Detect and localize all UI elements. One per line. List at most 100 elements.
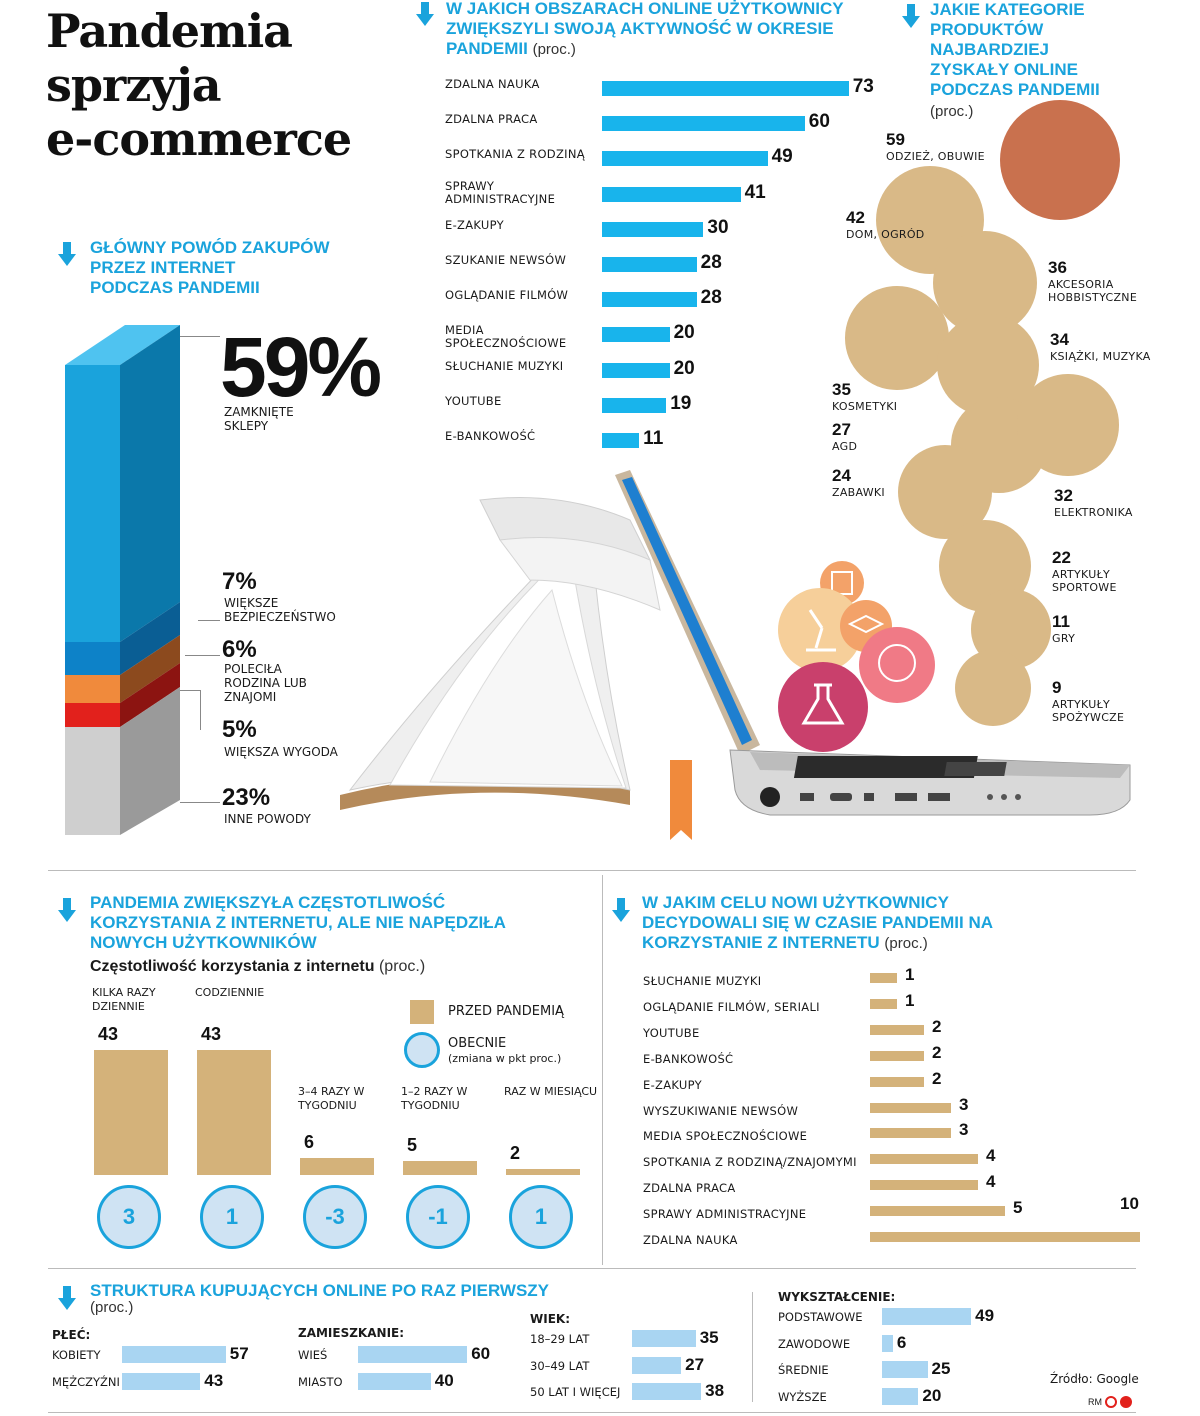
structure-bar (358, 1372, 431, 1390)
categories-bubble-chart: 59 ODZIEŻ, OBUWIE 42 DOM, OGRÓD 36 AKCESORIA … (832, 100, 1151, 727)
legend-before-label: PRZED PANDEMIĄ (448, 1004, 564, 1019)
activity-value-label: 28 (700, 252, 722, 273)
structure-heading: STRUKTURA KUPUJĄCYCH ONLINE PO RAZ PIERW… (90, 1281, 550, 1300)
structure-bar (882, 1308, 972, 1325)
purpose-value-label: 4 (986, 1172, 996, 1192)
frequency-before-value: 6 (304, 1131, 315, 1152)
category-value-label: 32 (1054, 486, 1073, 505)
activity-value-label: 20 (673, 357, 695, 379)
frequency-category-label: CODZIENNIE (195, 986, 265, 1000)
frequency-heading: PANDEMIA ZWIĘKSZYŁA CZĘSTOTLIWOŚĆ KORZYS… (90, 893, 506, 952)
structure-value-label: 6 (896, 1332, 907, 1352)
frequency-category-label: 3–4 RAZY W TYGODNIU (298, 1085, 365, 1112)
purpose-value-label: 2 (932, 1042, 942, 1062)
category-name-label: KSIĄŻKI, MUZYKA (1050, 350, 1151, 363)
purpose-value-label: 1 (905, 965, 915, 984)
segment-closed-shops (65, 365, 120, 642)
purpose-category-label: E-BANKOWOŚĆ (643, 1051, 734, 1066)
structure-value-label: 20 (922, 1385, 942, 1405)
purpose-bar (870, 1128, 951, 1139)
purpose-bar (870, 973, 897, 983)
activity-value-label: 60 (808, 111, 830, 133)
frequency-change-ring: -1 (406, 1185, 470, 1249)
arrow-down-icon (58, 1286, 76, 1310)
structure-bar (882, 1334, 893, 1352)
categories-heading: JAKIE KATEGORIE PRODUKTÓW NAJBARDZIEJ ZY… (930, 0, 1100, 120)
segment-convenience (65, 703, 120, 727)
purpose-bar (870, 1076, 924, 1087)
activity-bar (602, 362, 670, 378)
purpose-heading: W JAKIM CELU NOWI UŻYTKOWNICY DECYDOWALI… (642, 893, 993, 952)
frequency-category-label: 1–2 RAZY W TYGODNIU (401, 1085, 468, 1112)
structure-category-label: KOBIETY (52, 1348, 101, 1362)
category-name-label: ELEKTRONIKA (1054, 506, 1133, 519)
purpose-value-label: 5 (1013, 1198, 1023, 1218)
reason-recommended-label: POLECIŁA RODZINA LUB ZNAJOMI (224, 662, 307, 704)
activity-category-label: SPRAWY ADMINISTRACYJNE (445, 178, 556, 206)
activity-bar (602, 327, 670, 343)
purpose-category-label: SPOTKANIA Z RODZINĄ/ZNAJOMYMI (643, 1155, 857, 1170)
purpose-value-label: 2 (932, 1016, 942, 1036)
structure-value-label: 40 (434, 1370, 454, 1390)
reason-convenience-label: WIĘKSZA WYGODA (224, 745, 338, 759)
activity-bar (602, 257, 697, 272)
page-title: Pandemia sprzyja e-commerce (46, 4, 352, 166)
segment-recommended (65, 675, 120, 703)
activity-bar (602, 81, 849, 96)
purpose-category-label: ZDALNA PRACA (643, 1181, 736, 1196)
reason-other-value: 23% (222, 784, 271, 811)
reason-stacked-column (65, 325, 180, 835)
structure-value-label: 43 (204, 1370, 224, 1390)
frequency-before-bar (506, 1169, 580, 1175)
activity-category-label: OGLĄDANIE FILMÓW (445, 288, 569, 303)
category-name-label: ARTYKUŁY SPOŻYWCZE (1052, 698, 1125, 724)
purpose-bar (870, 1180, 978, 1191)
activity-category-label: SŁUCHANIE MUZYKI (445, 358, 564, 373)
activity-value-label: 41 (744, 181, 766, 203)
purpose-category-label: E-ZAKUPY (643, 1077, 702, 1092)
frequency-bar-chart: 43 KILKA RAZY DZIENNIE 3 43 CODZIENNIE 1 6 3–4 … (80, 980, 600, 1250)
purpose-value-label: 3 (959, 1120, 969, 1140)
activity-bar (602, 186, 741, 202)
title-line-1: Pandemia (46, 4, 293, 58)
purpose-bar (870, 1154, 978, 1165)
reason-convenience-value: 5% (222, 716, 257, 743)
frequency-before-value: 43 (201, 1024, 222, 1045)
activity-bar-chart: ZDALNA NAUKA 73 ZDALNA PRACA 60 SPOTKANIA Z … (440, 70, 890, 450)
reason-other-label: INNE POWODY (224, 812, 311, 826)
activity-bar (602, 151, 768, 167)
structure-group-heading: ZAMIESZKANIE: (298, 1326, 405, 1340)
legend-before-swatch (410, 1000, 434, 1024)
category-name-label: AKCESORIA HOBBISTYCZNE (1048, 278, 1138, 304)
purpose-category-label: ZDALNA NAUKA (643, 1233, 738, 1247)
activity-value-label: 19 (670, 392, 692, 414)
structure-group-heading: WYKSZTAŁCENIE: (778, 1290, 896, 1304)
structure-unit: (proc.) (90, 1299, 134, 1316)
purpose-bar (870, 1050, 924, 1061)
activity-value-label: 20 (673, 322, 695, 344)
frequency-before-value: 5 (407, 1134, 418, 1155)
activity-heading: W JAKICH OBSZARACH ONLINE UŻYTKOWNICY ZW… (446, 0, 844, 58)
activity-value-label: 30 (707, 216, 729, 238)
category-value-label: 34 (1050, 330, 1069, 349)
title-line-3: e-commerce (46, 112, 352, 166)
category-value-label: 11 (1052, 612, 1070, 631)
purpose-value-label: 1 (905, 990, 915, 1010)
category-bubble (1017, 374, 1119, 476)
category-value-label: 22 (1052, 548, 1071, 567)
structure-category-label: MĘŻCZYŹNI (52, 1374, 120, 1389)
structure-category-label: ŚREDNIE (778, 1363, 829, 1377)
structure-bar (358, 1346, 468, 1363)
frequency-before-bar (94, 1050, 168, 1175)
activity-category-label: SZUKANIE NEWSÓW (445, 253, 567, 267)
category-name-label: DOM, OGRÓD (846, 228, 925, 241)
activity-bar (602, 116, 805, 132)
activity-category-label: MEDIA SPOŁECZNOŚCIOWE (445, 323, 567, 351)
laptop-book-illustration (340, 470, 1131, 840)
flask-icon (778, 662, 868, 752)
reason-recommended-value: 6% (222, 636, 257, 663)
structure-bar (632, 1383, 702, 1400)
activity-bar (602, 292, 697, 308)
activity-category-label: E-BANKOWOŚĆ (445, 429, 536, 443)
structure-category-label: MIASTO (298, 1374, 343, 1389)
